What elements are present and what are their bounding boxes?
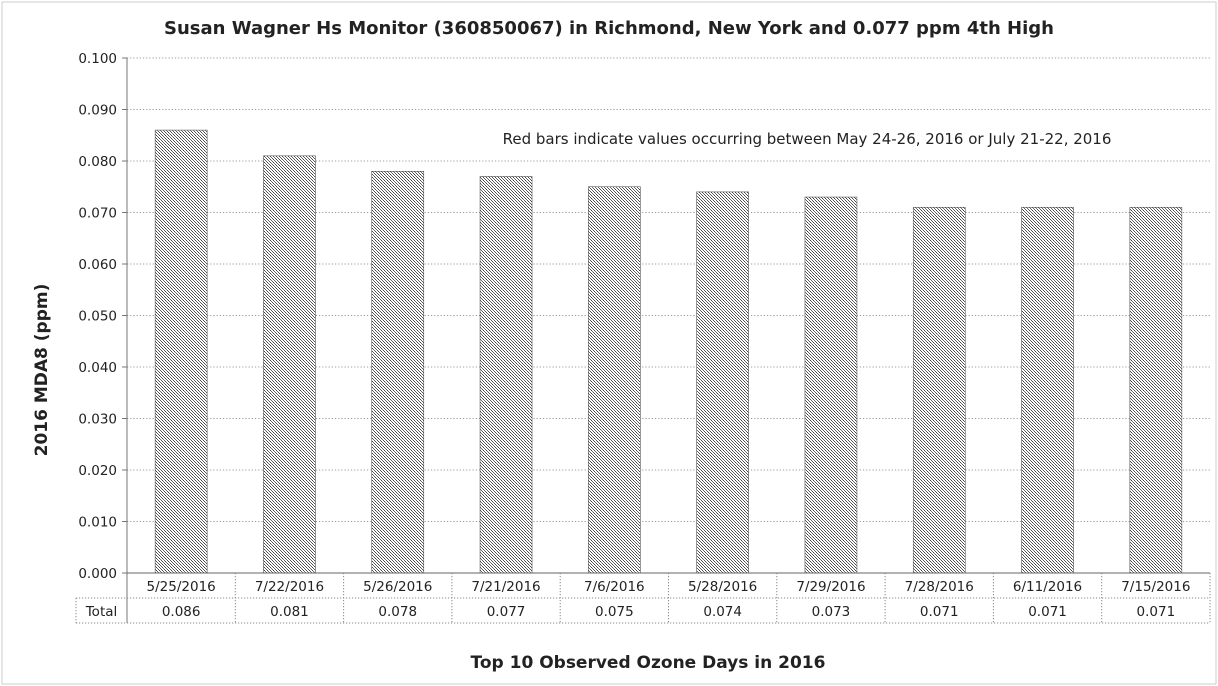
bar	[154, 129, 208, 574]
bar	[371, 171, 425, 574]
bar	[588, 186, 641, 574]
y-tick-label: 0.100	[78, 51, 117, 67]
data-label: 0.075	[595, 604, 634, 620]
data-label: 0.073	[812, 604, 851, 620]
bar	[696, 191, 749, 574]
bar	[1129, 207, 1183, 574]
y-axis-ticks: 0.000 0.010 0.020 0.030 0.040 0.050 0.060 0.070…	[78, 51, 127, 582]
y-tick-label: 0.060	[78, 257, 117, 273]
y-tick-label: 0.010	[78, 515, 117, 531]
data-label: 0.077	[487, 604, 526, 620]
chart-title: Susan Wagner Hs Monitor (360850067) in R…	[164, 18, 1054, 39]
table-series-name: Total	[85, 604, 118, 620]
y-tick-label: 0.070	[78, 206, 117, 222]
y-axis-title: 2016 MDA8 (ppm)	[32, 284, 52, 457]
y-tick-label: 0.050	[78, 309, 117, 325]
data-label: 0.081	[270, 604, 309, 620]
bars	[154, 129, 1183, 574]
y-tick-label: 0.030	[78, 412, 117, 428]
bar	[479, 176, 533, 574]
y-tick-label: 0.000	[78, 566, 117, 582]
x-category-label: 5/26/2016	[363, 579, 432, 595]
data-label: 0.071	[1028, 604, 1067, 620]
x-axis-title: Top 10 Observed Ozone Days in 2016	[471, 653, 826, 673]
annotation-backdrop	[425, 126, 1195, 152]
x-category-label: 7/21/2016	[471, 579, 540, 595]
bar	[912, 207, 966, 574]
y-tick-label: 0.080	[78, 154, 117, 170]
bar	[1021, 207, 1074, 574]
bar	[263, 155, 316, 574]
x-category-label: 6/11/2016	[1013, 579, 1082, 595]
x-category-label: 5/28/2016	[688, 579, 757, 595]
data-label: 0.071	[920, 604, 959, 620]
bar	[804, 196, 858, 574]
data-table: 5/25/2016 7/22/2016 5/26/2016 7/21/2016 7/6/…	[75, 572, 1211, 624]
x-category-label: 5/25/2016	[147, 579, 216, 595]
x-category-label: 7/22/2016	[255, 579, 324, 595]
data-label: 0.078	[378, 604, 417, 620]
data-label: 0.086	[162, 604, 201, 620]
data-label: 0.071	[1137, 604, 1176, 620]
y-tick-label: 0.090	[78, 103, 117, 119]
x-category-label: 7/28/2016	[905, 579, 974, 595]
x-category-label: 7/6/2016	[584, 579, 645, 595]
data-label: 0.074	[703, 604, 742, 620]
x-category-label: 7/29/2016	[796, 579, 865, 595]
y-tick-label: 0.020	[78, 463, 117, 479]
y-tick-label: 0.040	[78, 360, 117, 376]
annotation-note: Red bars indicate values occurring betwe…	[503, 130, 1112, 148]
x-category-label: 7/15/2016	[1121, 579, 1190, 595]
